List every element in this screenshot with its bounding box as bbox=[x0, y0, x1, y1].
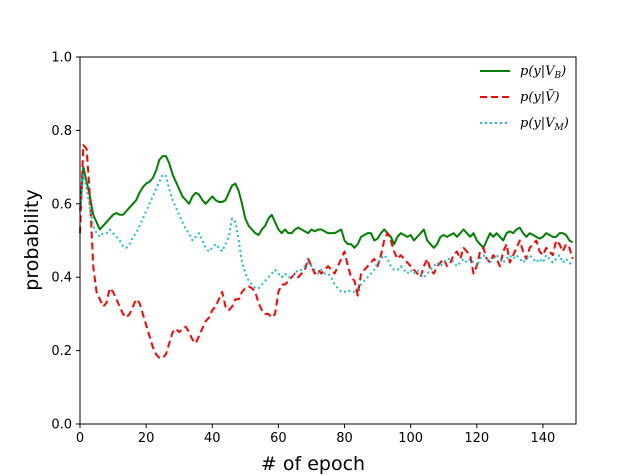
y-tick-label: 0.6 bbox=[51, 197, 72, 212]
x-tick-label: 120 bbox=[464, 431, 489, 446]
legend: p(y|VB) p(y|Ṽ) p(y|VM) bbox=[480, 64, 569, 133]
x-axis-label: # of epoch bbox=[261, 453, 365, 475]
series-line-vtilde bbox=[79, 144, 574, 359]
x-tick-label: 80 bbox=[336, 431, 353, 446]
x-tick-label: 100 bbox=[398, 431, 423, 446]
y-axis-label: probability bbox=[21, 189, 43, 290]
x-tick-label: 20 bbox=[138, 431, 155, 446]
y-tick-label: 0.4 bbox=[51, 271, 72, 286]
y-axis-ticks: 0.0 0.2 0.4 0.6 0.8 1.0 bbox=[51, 51, 80, 433]
y-tick-label: 0.0 bbox=[51, 418, 72, 433]
x-tick-label: 140 bbox=[531, 431, 556, 446]
y-tick-label: 0.8 bbox=[51, 124, 72, 139]
series-line-vb bbox=[79, 155, 574, 249]
x-axis-ticks: 0 20 40 60 80 100 120 140 bbox=[76, 424, 555, 446]
x-tick-label: 60 bbox=[270, 431, 287, 446]
series-line-vm bbox=[79, 173, 574, 293]
series-layer bbox=[79, 144, 574, 359]
plot-background bbox=[80, 57, 576, 424]
plot-area bbox=[79, 56, 577, 425]
y-tick-label: 0.2 bbox=[51, 344, 72, 359]
x-tick-label: 40 bbox=[204, 431, 221, 446]
plot-frame bbox=[79, 56, 577, 425]
legend-label-vtilde: p(y|Ṽ) bbox=[520, 89, 560, 105]
x-tick-label: 0 bbox=[76, 431, 84, 446]
y-tick-label: 1.0 bbox=[51, 51, 72, 66]
